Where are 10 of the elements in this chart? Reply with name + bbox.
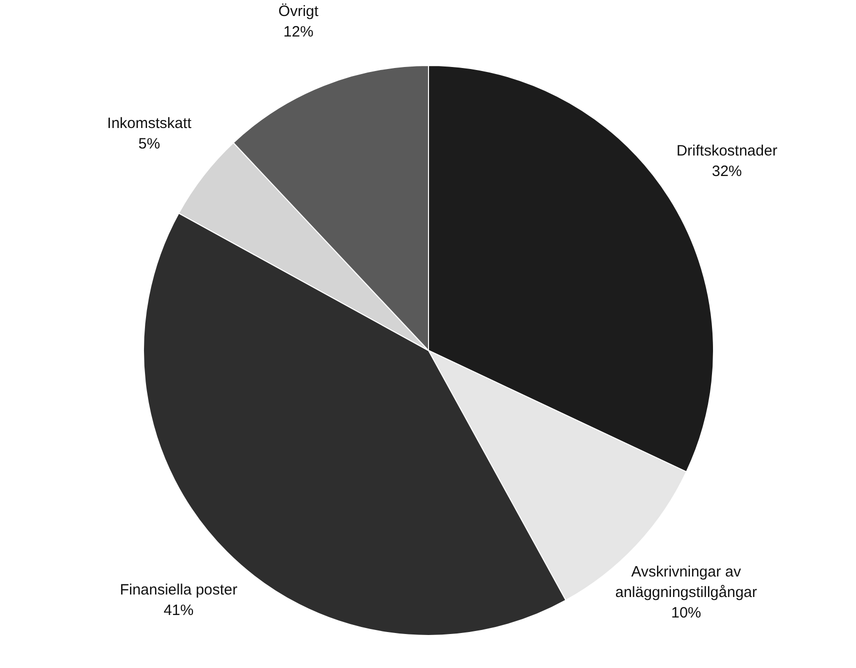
slice-label: Avskrivningar av anläggningstillgångar	[615, 564, 758, 601]
slice-label: Övrigt	[278, 3, 320, 20]
slice-label: Inkomstskatt	[107, 115, 192, 132]
slice-label: Finansiella poster	[120, 582, 238, 599]
data-label: 12%	[283, 24, 314, 41]
data-label: 32%	[712, 162, 742, 180]
slice-label: Driftskostnader	[676, 142, 778, 160]
data-label: 5%	[138, 136, 160, 153]
data-label: 41%	[164, 602, 194, 620]
data-label: 10%	[671, 604, 702, 622]
